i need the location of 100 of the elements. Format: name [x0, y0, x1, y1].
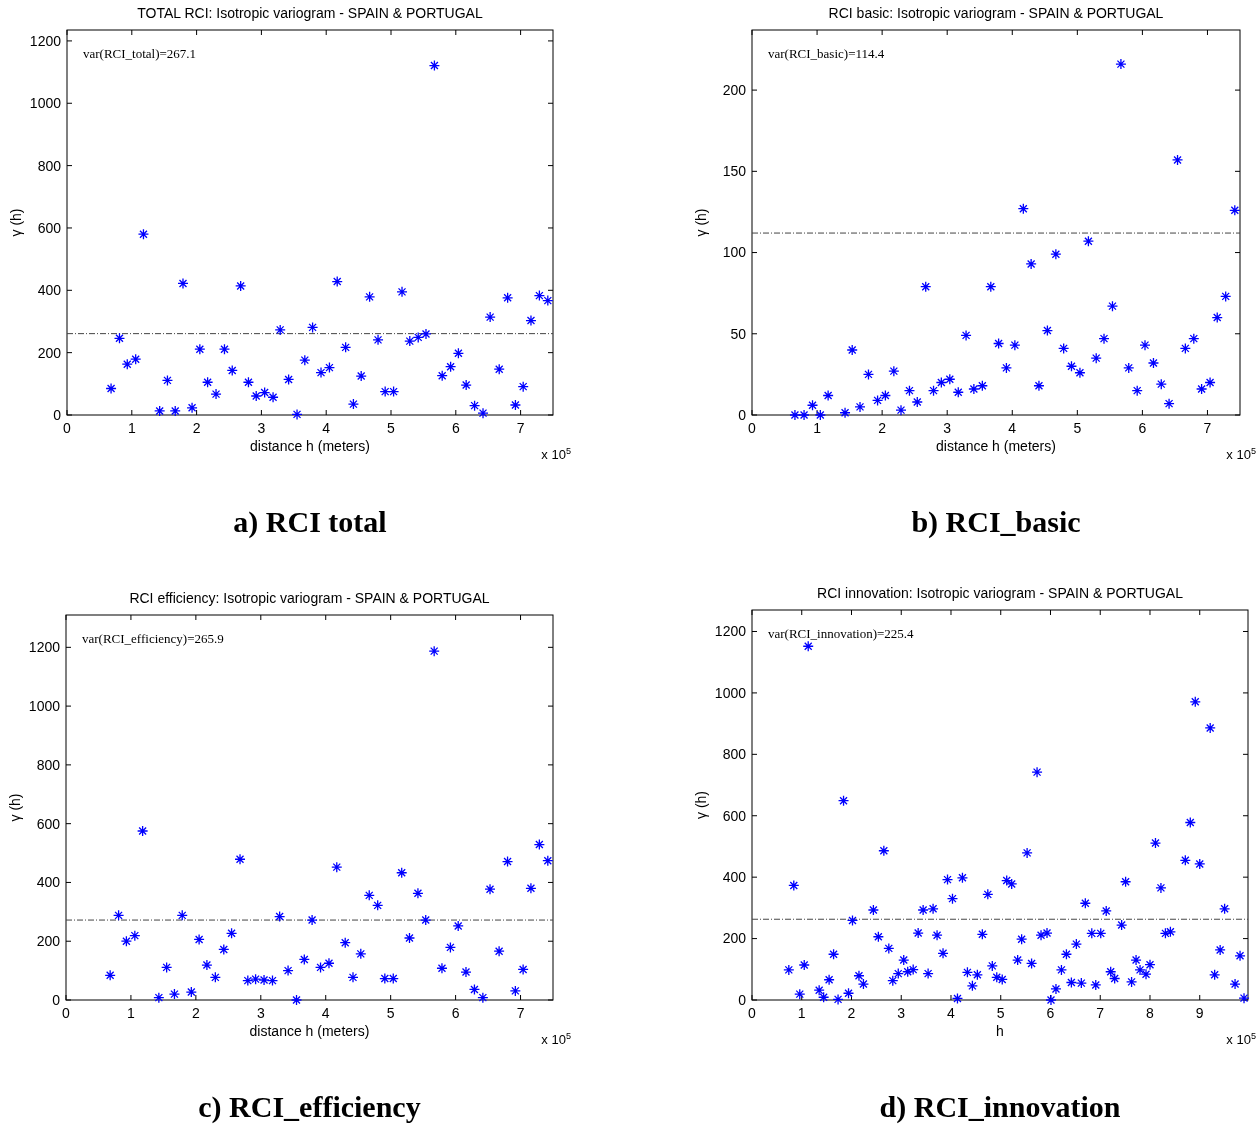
point	[104, 969, 116, 981]
x-tick-label: 1	[127, 420, 136, 436]
point	[201, 959, 213, 971]
text: x 10$^{5}$	[541, 1031, 571, 1047]
point	[468, 983, 481, 996]
point	[258, 974, 270, 986]
point	[112, 909, 125, 922]
point	[927, 384, 940, 397]
point	[839, 407, 851, 419]
x-tick-label: 3	[943, 420, 952, 436]
x-tick-label: 5	[996, 1005, 1005, 1021]
point	[1058, 342, 1070, 355]
point	[412, 887, 424, 899]
point	[194, 343, 206, 355]
y-tick-label: 1000	[29, 95, 62, 112]
y-tick-label: 800	[36, 756, 61, 773]
point	[420, 914, 432, 926]
point	[347, 971, 359, 984]
point	[789, 409, 801, 421]
y-tick-label: 200	[722, 82, 747, 99]
point	[137, 228, 150, 240]
point	[331, 861, 343, 873]
point	[509, 985, 521, 997]
point	[177, 277, 189, 290]
point	[517, 963, 529, 976]
y-axis-title: γ (h)	[693, 208, 709, 237]
y-tick-label: 200	[37, 344, 62, 361]
chart-title: RCI basic: Isotropic variogram - SPAIN & PORTUGAL	[828, 5, 1164, 21]
point	[266, 974, 279, 987]
point	[1139, 339, 1151, 351]
point	[493, 363, 505, 375]
point	[501, 292, 514, 304]
point	[282, 964, 294, 977]
x-tick-label: 2	[878, 420, 887, 436]
point	[1025, 258, 1037, 270]
point	[176, 909, 188, 922]
point	[379, 972, 391, 985]
annotation: var(RCI_total)=267.1	[83, 46, 197, 61]
point	[903, 384, 916, 397]
y-tick-label: 600	[722, 807, 747, 824]
text: x 10$^{5}$	[1226, 1031, 1256, 1047]
text: b) RCI_basic	[911, 505, 1081, 539]
y-tick-label: 150	[722, 163, 747, 180]
point	[290, 994, 303, 1006]
point	[339, 341, 352, 353]
x-tick-label: 7	[516, 420, 525, 436]
point	[154, 405, 166, 417]
x-tick-label: 0	[63, 420, 72, 436]
y-tick-label: 1000	[714, 684, 747, 701]
point	[403, 932, 416, 944]
point	[484, 311, 496, 323]
point	[153, 992, 165, 1004]
y-tick-label: 50	[730, 325, 747, 342]
point	[525, 314, 537, 327]
point	[533, 289, 546, 302]
point	[895, 404, 907, 416]
point	[501, 855, 514, 868]
point	[1211, 311, 1223, 324]
point	[355, 948, 367, 960]
point	[218, 943, 230, 956]
point	[484, 883, 496, 895]
x-tick-label: 2	[192, 420, 201, 436]
point	[387, 972, 399, 985]
x-tick-label: 9	[1195, 1005, 1204, 1021]
text: a) RCI total	[233, 505, 387, 539]
annotation: var(RCI_efficiency)=265.9	[82, 631, 224, 646]
x-tick-label: 2	[191, 1005, 200, 1021]
annotation: var(RCI_innovation)=225.4	[768, 626, 915, 641]
point	[113, 332, 126, 344]
point	[379, 385, 391, 398]
point	[168, 988, 181, 1000]
x-tick-label: 7	[516, 1005, 525, 1021]
x-tick-label: 3	[256, 1005, 265, 1021]
x-tick-label: 1	[797, 1005, 806, 1021]
point	[542, 855, 554, 867]
point	[992, 337, 1005, 350]
x-tick-label: 1	[127, 1005, 136, 1021]
point	[331, 275, 343, 288]
point	[298, 953, 310, 966]
x-tick-label: 0	[748, 1005, 757, 1021]
y-tick-label: 1200	[29, 32, 62, 49]
point	[1017, 203, 1029, 215]
point	[210, 388, 222, 400]
y-axis-title: γ (h)	[8, 208, 24, 237]
x-tick-label: 6	[451, 1005, 460, 1021]
point	[1106, 300, 1119, 312]
point	[920, 281, 932, 293]
point	[460, 966, 472, 978]
point	[436, 370, 448, 382]
y-tick-label: 1200	[714, 623, 747, 640]
y-tick-label: 0	[52, 991, 61, 1008]
y-axis-title: γ (h)	[7, 793, 23, 822]
x-tick-label: 5	[387, 420, 396, 436]
point	[854, 401, 866, 413]
point	[798, 409, 810, 421]
point	[242, 376, 255, 388]
point	[274, 324, 286, 336]
point	[477, 407, 489, 419]
point	[952, 386, 964, 398]
point	[299, 354, 311, 366]
